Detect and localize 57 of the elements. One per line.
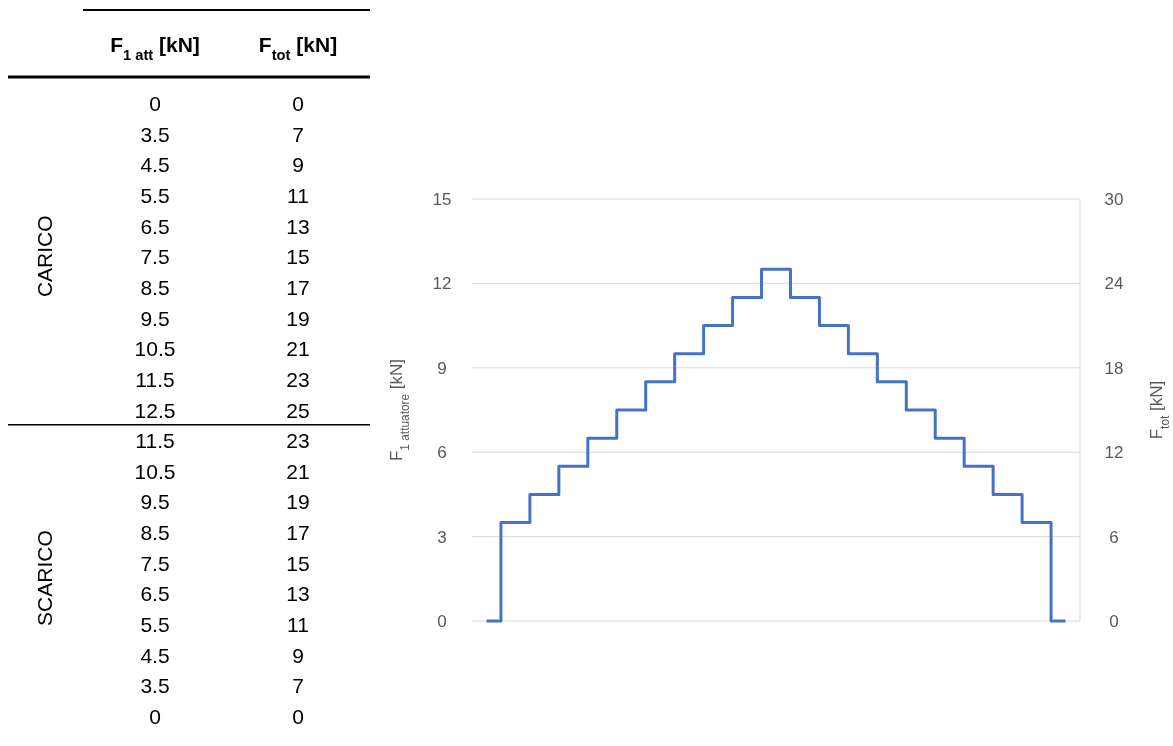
annotation: SCARICO (33, 530, 56, 626)
data-label: 0 (149, 705, 161, 728)
data-label: 13 (286, 582, 310, 606)
data-label: 5.5 (140, 613, 170, 637)
data-label: 15 (286, 551, 310, 575)
data-label: 6.5 (140, 582, 170, 606)
data-label: 0 (292, 92, 304, 115)
data-label: 9 (292, 643, 304, 667)
data-label: 7 (292, 674, 304, 698)
data-label: 4.5 (140, 643, 170, 667)
data-label: 8.5 (140, 275, 170, 299)
data-label: 10.5 (134, 459, 176, 483)
y-tick-label: 9 (437, 358, 447, 378)
data-label: 9.5 (140, 306, 170, 330)
data-label: 25 (286, 398, 310, 422)
data-label: 7.5 (140, 245, 170, 269)
data-label: 23 (286, 429, 310, 453)
data-label: 19 (286, 490, 310, 514)
y-tick-label: 3 (437, 527, 447, 547)
data-label: 13 (286, 214, 310, 238)
data-label: 21 (286, 459, 310, 483)
data-label: 7.5 (140, 551, 170, 575)
data-label: 4.5 (140, 153, 170, 177)
data-label: 11 (287, 183, 309, 207)
data-label: 17 (286, 275, 310, 299)
y-tick-label: 12 (432, 274, 452, 294)
data-label: 6.5 (140, 214, 170, 238)
y2-tick-label: 6 (1109, 527, 1119, 547)
data-label: 11.5 (135, 367, 175, 391)
data-label: 21 (286, 337, 310, 361)
y2-tick-label: 12 (1104, 443, 1124, 463)
annotation: CARICO (33, 215, 56, 298)
x-tick-label: F$_{1 att}$ [kN] (110, 33, 200, 63)
data-label: 23 (286, 367, 310, 391)
data-label: 8.5 (140, 521, 170, 545)
data-label: 19 (286, 306, 310, 330)
data-label: 3.5 (140, 674, 170, 698)
y-tick-label: 15 (432, 190, 452, 209)
data-label: 3.5 (140, 122, 170, 146)
data-label: 15 (286, 245, 310, 269)
data-label: 10.5 (134, 337, 176, 361)
y2-tick-label: 18 (1104, 358, 1124, 378)
y-tick-label: 6 (437, 443, 447, 463)
data-label: 9.5 (140, 490, 170, 514)
data-label: 9 (292, 153, 304, 177)
y2-tick-label: 24 (1104, 274, 1124, 294)
data-label: 0 (292, 705, 304, 728)
y-tick-label: 0 (437, 612, 447, 631)
data-label: 12.5 (134, 398, 176, 422)
data-label: 5.5 (140, 183, 170, 207)
y2-tick-label: 30 (1104, 190, 1124, 209)
data-label: 11.5 (135, 429, 175, 453)
data-label: 17 (286, 521, 310, 545)
data-label: 7 (292, 122, 304, 146)
y2-tick-label: 0 (1109, 612, 1119, 631)
data-label: 11 (287, 613, 309, 637)
data-label: 0 (149, 92, 161, 115)
